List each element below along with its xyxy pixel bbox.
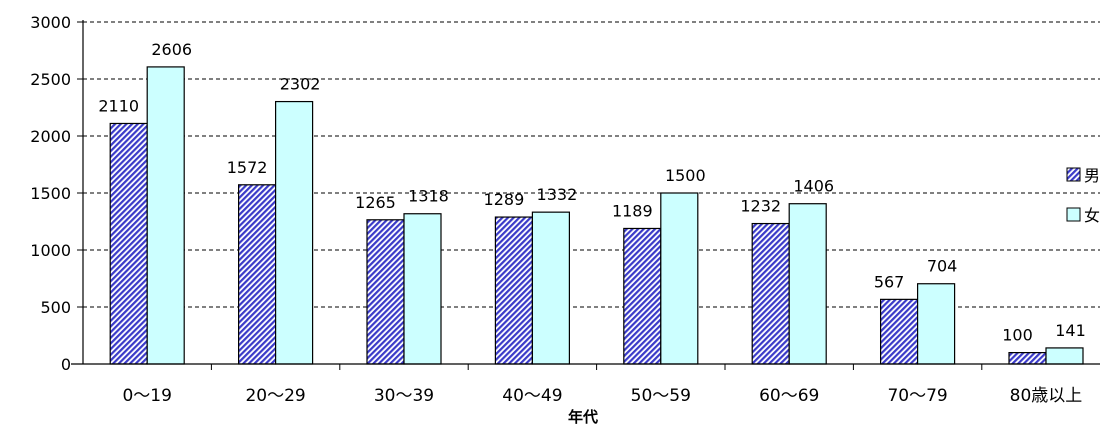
legend-swatch <box>1066 207 1081 222</box>
bar-female <box>403 213 442 365</box>
data-label: 1289 <box>484 190 525 209</box>
x-tick-label: 20〜29 <box>245 386 305 406</box>
bar-female <box>1045 347 1084 365</box>
data-label: 1265 <box>355 193 396 212</box>
x-tick-label: 70〜79 <box>887 386 947 406</box>
data-label: 100 <box>1002 326 1033 345</box>
y-tick-label: 500 <box>40 298 71 317</box>
axes: 0 500 1000 1500 2000 2500 3000 0〜19 20〜29 30〜39 40… <box>30 13 1100 406</box>
x-tick-label: 60〜69 <box>759 386 819 406</box>
bar-male <box>494 216 533 365</box>
data-label: 567 <box>874 272 905 291</box>
data-label: 704 <box>927 257 958 276</box>
data-label: 2110 <box>98 96 139 115</box>
x-tick-label: 40〜49 <box>502 386 562 406</box>
x-tick-label: 50〜59 <box>631 386 691 406</box>
x-tick-label: 30〜39 <box>374 386 434 406</box>
data-label: 2606 <box>151 40 192 59</box>
bar-female <box>660 192 699 365</box>
y-tick-label: 2500 <box>30 70 71 89</box>
bar-male <box>751 222 790 365</box>
legend-label: 女 <box>1084 206 1100 225</box>
x-axis-title: 年代 <box>568 408 598 426</box>
y-tick-label: 1000 <box>30 241 71 260</box>
data-label: 2302 <box>280 75 321 94</box>
bar-female <box>146 66 185 365</box>
legend-label: 男 <box>1084 166 1100 185</box>
bar-male <box>879 298 919 365</box>
data-label: 1500 <box>665 166 706 185</box>
bar-female <box>788 203 827 365</box>
data-label: 1332 <box>537 185 578 204</box>
bar-female <box>275 100 314 365</box>
data-label: 1318 <box>408 187 449 206</box>
bar-male <box>623 227 662 365</box>
bar-female <box>531 211 571 365</box>
bar-male <box>366 219 405 365</box>
bar-male <box>1008 352 1047 365</box>
data-label: 1572 <box>227 158 268 177</box>
data-label: 1406 <box>793 177 834 196</box>
y-tick-label: 2000 <box>30 127 71 146</box>
bars <box>109 66 1084 365</box>
bar-female <box>916 283 956 365</box>
y-tick-label: 1500 <box>30 184 71 203</box>
bar-male <box>109 122 148 365</box>
legend: 男女 <box>1066 166 1100 225</box>
y-tick-label: 0 <box>61 355 71 374</box>
y-tick-label: 3000 <box>30 13 71 32</box>
bar-male <box>238 184 277 365</box>
data-label: 1189 <box>612 201 653 220</box>
legend-swatch <box>1066 167 1081 182</box>
x-tick-label: 80歳以上 <box>1010 386 1083 406</box>
data-labels: 2110 2606 1572 2302 1265 1318 1289 1332 1189 1500… <box>98 40 1085 345</box>
data-label: 1232 <box>740 197 781 216</box>
data-label: 141 <box>1055 321 1086 340</box>
x-tick-label: 0〜19 <box>122 386 171 406</box>
